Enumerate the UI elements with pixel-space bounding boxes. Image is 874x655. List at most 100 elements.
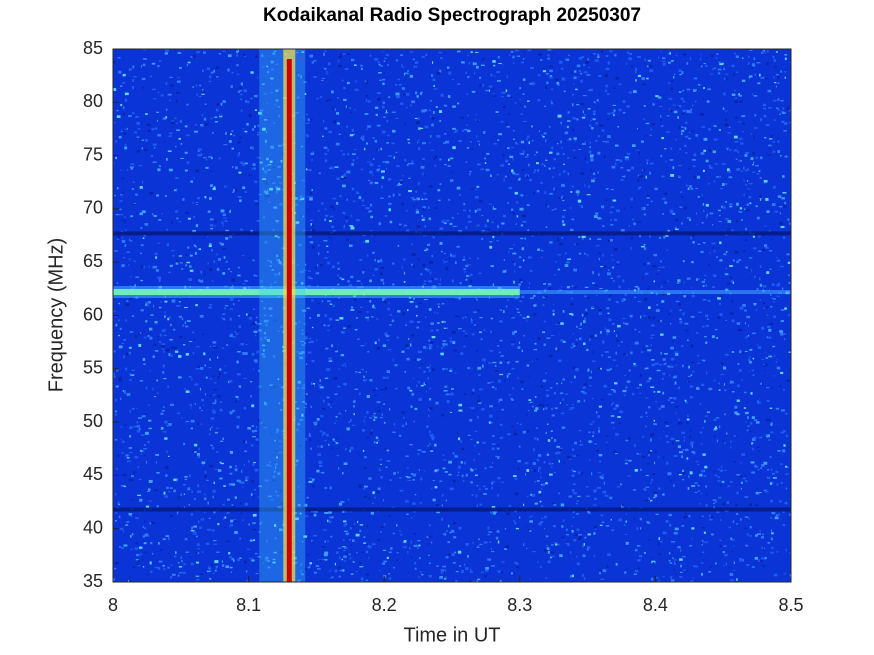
noise-speckle [477, 578, 481, 581]
noise-speckle [169, 323, 172, 327]
noise-speckle [519, 278, 523, 282]
noise-speckle [666, 440, 669, 444]
noise-speckle [252, 539, 256, 541]
noise-speckle [177, 76, 180, 79]
noise-speckle [776, 366, 781, 370]
noise-speckle [444, 576, 448, 578]
noise-speckle [321, 300, 323, 303]
noise-speckle [769, 336, 772, 339]
noise-speckle [253, 330, 258, 333]
noise-speckle [443, 577, 447, 580]
noise-speckle [401, 65, 404, 68]
noise-speckle [244, 162, 248, 165]
noise-speckle [311, 224, 315, 227]
noise-speckle [699, 65, 703, 68]
noise-speckle [580, 72, 583, 75]
noise-speckle [470, 321, 473, 324]
noise-speckle [204, 475, 207, 478]
noise-speckle [653, 423, 657, 426]
noise-speckle [416, 326, 420, 329]
noise-speckle [182, 197, 185, 201]
noise-speckle [443, 390, 448, 392]
noise-speckle [189, 403, 192, 407]
noise-speckle [773, 573, 778, 577]
noise-speckle [699, 502, 701, 505]
noise-speckle [731, 538, 735, 541]
noise-speckle [167, 423, 172, 426]
noise-speckle [770, 529, 773, 532]
noise-speckle [305, 515, 308, 517]
noise-speckle [527, 409, 530, 412]
noise-speckle [536, 427, 538, 430]
noise-speckle [251, 128, 255, 131]
noise-speckle [140, 552, 142, 556]
noise-speckle [639, 374, 642, 377]
noise-speckle [156, 379, 159, 382]
noise-speckle [294, 322, 297, 325]
noise-speckle [414, 494, 417, 496]
noise-speckle [570, 71, 573, 74]
noise-speckle [236, 479, 241, 482]
noise-speckle [700, 57, 702, 61]
noise-speckle [475, 224, 479, 226]
noise-speckle [744, 154, 748, 157]
noise-speckle [701, 126, 706, 128]
noise-speckle [753, 95, 758, 97]
noise-speckle [169, 403, 174, 407]
noise-speckle [178, 255, 183, 257]
noise-speckle [447, 165, 451, 167]
noise-speckle [243, 440, 246, 443]
noise-speckle [788, 274, 790, 277]
noise-speckle [607, 112, 611, 115]
noise-speckle [376, 148, 379, 151]
noise-speckle [155, 256, 158, 259]
noise-speckle [278, 440, 283, 442]
noise-speckle [694, 100, 697, 103]
noise-speckle [275, 63, 279, 65]
noise-speckle [129, 451, 133, 454]
noise-speckle [605, 188, 609, 190]
noise-speckle [595, 305, 598, 308]
noise-speckle [224, 516, 227, 519]
noise-speckle [426, 536, 429, 538]
noise-speckle [241, 162, 245, 166]
noise-speckle [437, 345, 439, 348]
noise-speckle [630, 206, 633, 208]
noise-speckle [151, 62, 156, 65]
noise-speckle [670, 211, 673, 214]
noise-speckle [665, 435, 669, 438]
noise-speckle [432, 61, 434, 65]
noise-speckle [749, 525, 752, 529]
noise-speckle [308, 118, 313, 121]
noise-speckle [529, 515, 531, 518]
noise-speckle [607, 61, 610, 65]
noise-speckle [429, 562, 431, 565]
noise-speckle [770, 499, 774, 503]
noise-speckle [474, 51, 479, 53]
noise-speckle [208, 367, 212, 369]
noise-speckle [446, 66, 450, 69]
noise-speckle [643, 263, 646, 266]
noise-speckle [529, 401, 533, 403]
noise-speckle [358, 371, 361, 374]
noise-speckle [349, 527, 352, 530]
noise-speckle [469, 580, 472, 582]
noise-speckle [310, 191, 313, 195]
noise-speckle [519, 314, 522, 316]
noise-speckle [557, 83, 560, 87]
noise-speckle [543, 282, 547, 285]
noise-speckle [418, 182, 420, 185]
noise-speckle [678, 386, 680, 390]
noise-speckle [217, 376, 220, 379]
noise-speckle [193, 525, 197, 528]
noise-speckle [562, 215, 565, 219]
noise-speckle [483, 493, 487, 495]
noise-speckle [469, 570, 473, 573]
noise-speckle [578, 534, 583, 536]
noise-speckle [785, 412, 788, 415]
noise-speckle [235, 465, 237, 468]
noise-speckle [561, 236, 564, 240]
noise-speckle [780, 70, 782, 73]
noise-speckle [561, 525, 564, 528]
noise-speckle [660, 118, 662, 122]
